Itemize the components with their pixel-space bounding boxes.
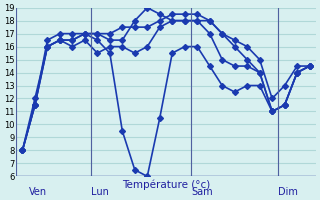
X-axis label: Température (°c): Température (°c) <box>122 179 210 190</box>
Text: Dim: Dim <box>278 187 298 197</box>
Text: Sam: Sam <box>191 187 212 197</box>
Text: Lun: Lun <box>91 187 109 197</box>
Text: Ven: Ven <box>29 187 47 197</box>
